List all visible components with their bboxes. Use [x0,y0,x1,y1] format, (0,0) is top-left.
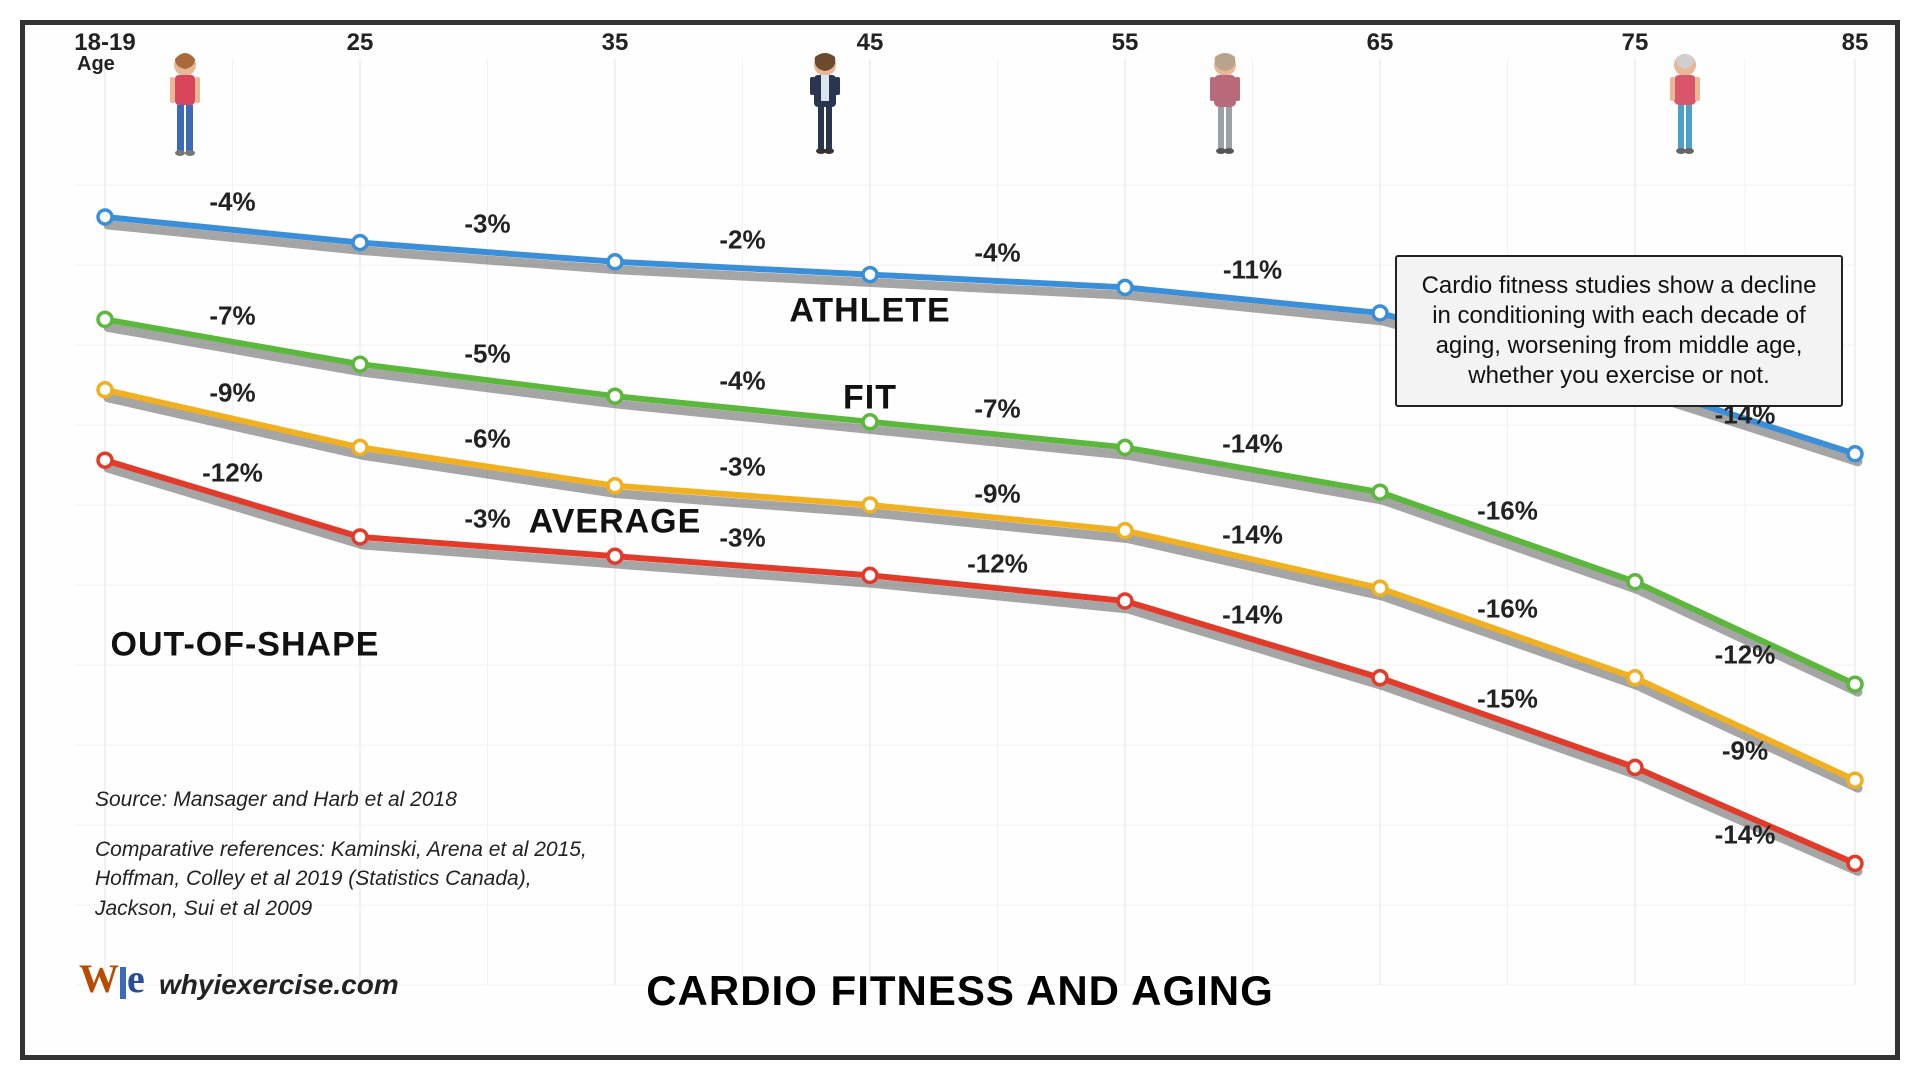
info-box: Cardio fitness studies show a decline in… [1395,255,1843,407]
pct-label: -16% [1477,594,1538,625]
pct-label: -14% [1222,600,1283,631]
pct-label: -6% [464,423,510,454]
pct-label: -2% [719,225,765,256]
series-label-fit: FIT [843,378,897,417]
x-tick-label: 25 [347,29,374,57]
pct-label: -12% [202,457,263,488]
logo-e: e [127,956,145,1001]
pct-label: -3% [464,503,510,534]
source-line-1: Source: Mansager and Harb et al 2018 [95,785,457,814]
pct-label: -12% [1715,640,1776,671]
pct-label: -3% [719,452,765,483]
plot-area: 18-1925354555657585Age-4%-3%-2%-4%-11%-1… [65,65,1855,1025]
chart-title: CARDIO FITNESS AND AGING [646,967,1274,1015]
pct-label: -9% [209,377,255,408]
pct-label: -9% [1722,736,1768,767]
x-tick-label: 75 [1622,29,1649,57]
series-label-out-of-shape: OUT-OF-SHAPE [111,626,380,665]
x-tick-label: 85 [1842,29,1869,57]
age-axis-label: Age [77,53,115,76]
pct-label: -7% [209,300,255,331]
source-line-2: Comparative references: Kaminski, Arena … [95,835,615,923]
pct-label: -3% [719,522,765,553]
pct-label: -5% [464,339,510,370]
x-tick-label: 45 [857,29,884,57]
site-url: whyiexercise.com [159,969,399,1001]
pct-label: -4% [974,238,1020,269]
pct-label: -7% [974,393,1020,424]
pct-label: -15% [1477,683,1538,714]
logo-w: W [79,956,119,1001]
x-tick-label: 35 [602,29,629,57]
pct-label: -11% [1223,255,1282,286]
pct-label: -14% [1222,520,1283,551]
x-tick-label: 65 [1367,29,1394,57]
series-label-average: AVERAGE [529,502,702,541]
pct-label: -16% [1477,496,1538,527]
pct-label: -14% [1222,428,1283,459]
pct-label: -12% [967,549,1028,580]
pct-label: -4% [209,186,255,217]
info-box-text: Cardio fitness studies show a decline in… [1422,272,1817,389]
pct-label: -4% [719,366,765,397]
pct-label: -3% [464,209,510,240]
pct-label: -14% [1715,820,1776,851]
chart-frame: 18-1925354555657585Age-4%-3%-2%-4%-11%-1… [20,20,1900,1060]
series-label-athlete: ATHLETE [789,291,950,330]
x-tick-label: 55 [1112,29,1139,57]
pct-label: -9% [974,478,1020,509]
site-logo: We [79,955,145,1002]
